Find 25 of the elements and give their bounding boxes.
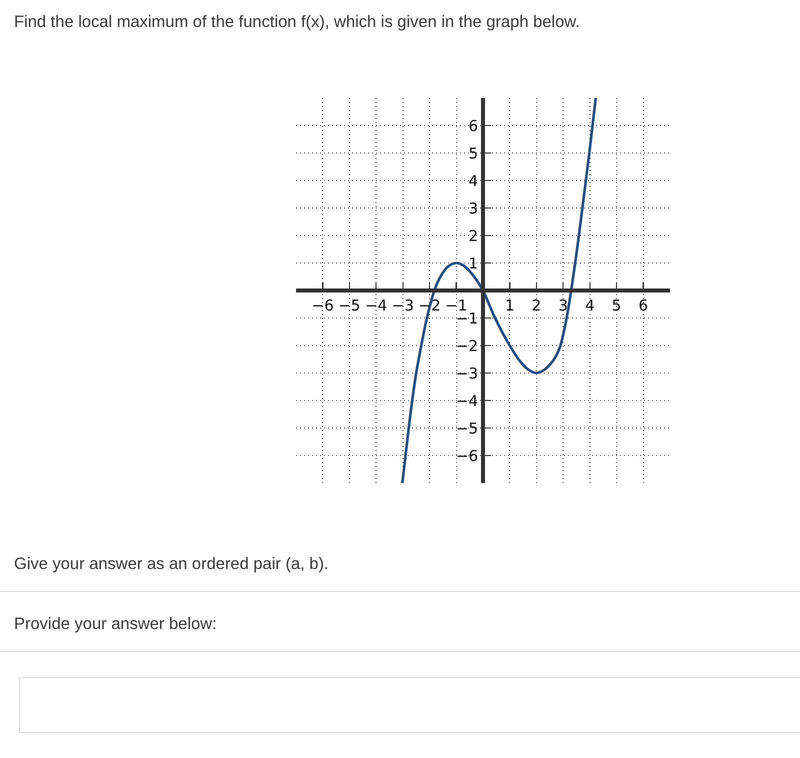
x-tick-label: 2 xyxy=(532,296,542,314)
y-tick-label: −3 xyxy=(456,364,478,382)
x-tick-label: 1 xyxy=(504,296,514,314)
x-tick-label: 5 xyxy=(612,296,622,314)
y-tick-label: 6 xyxy=(468,116,478,135)
x-tick-label: 3 xyxy=(558,296,568,314)
y-tick-label: 4 xyxy=(468,172,478,190)
y-tick-label: −2 xyxy=(456,336,478,355)
x-tick-label: −5 xyxy=(338,296,360,314)
y-tick-label: 2 xyxy=(468,226,478,245)
y-tick-label: −1 xyxy=(456,309,478,328)
x-tick-label: 6 xyxy=(638,296,648,314)
x-tick-label: 4 xyxy=(585,296,595,314)
y-tick-label: −4 xyxy=(456,392,478,410)
y-tick-label: 1 xyxy=(468,254,478,272)
chart-title: Find the local maximum of the function f(x), which is given in the graph below. xyxy=(14,13,580,32)
y-tick-label: −6 xyxy=(456,446,478,465)
x-tick-label: −4 xyxy=(365,296,388,314)
text: Provide your answer below: xyxy=(14,615,217,634)
x-tick-label: −3 xyxy=(392,296,414,314)
y-tick-label: 5 xyxy=(468,144,478,162)
x-tick-label: −6 xyxy=(312,296,334,314)
text: Give your answer as an ordered pair (a, b). xyxy=(14,555,329,574)
y-tick-label: 3 xyxy=(468,199,478,218)
y-tick-label: −5 xyxy=(456,419,478,438)
